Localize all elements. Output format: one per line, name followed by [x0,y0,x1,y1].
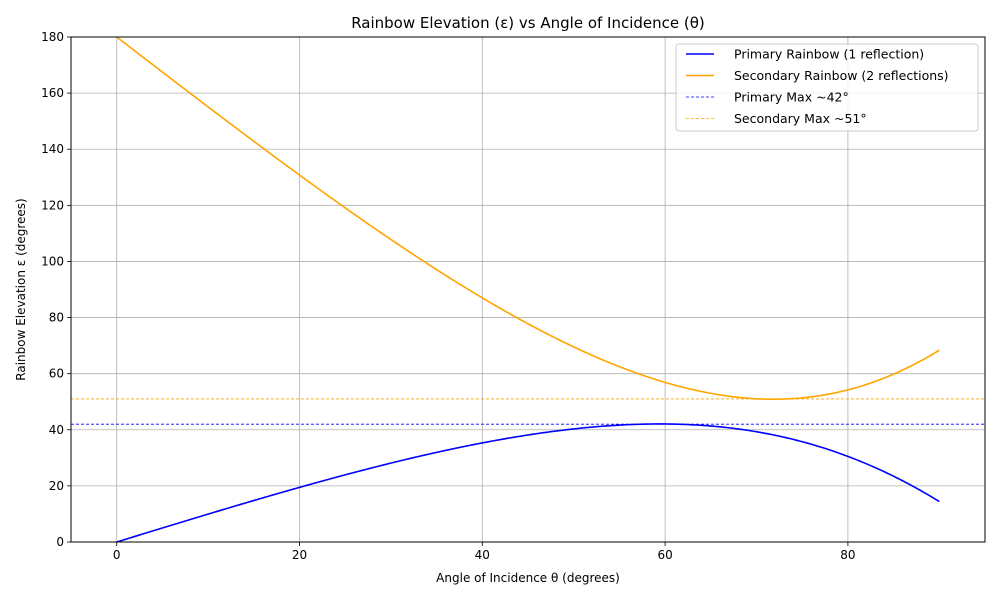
y-tick-label: 100 [41,254,64,268]
plot-series [71,36,985,543]
legend-entry: Secondary Rainbow (2 reflections) [734,68,949,83]
axis-ticks: 0 20 40 60 80 0 20 40 60 80 100 120 140 160 180 [41,30,855,562]
y-tick-label: 140 [41,142,64,156]
x-tick-label: 60 [657,548,672,562]
y-tick-label: 160 [41,86,64,100]
y-axis-label: Rainbow Elevation ε (degrees) [14,198,28,380]
series-line-2 [116,36,940,401]
legend-entry: Primary Max ~42° [734,90,849,105]
y-tick-label: 120 [41,198,64,212]
y-tick-label: 40 [49,423,64,437]
series-line-1 [116,423,940,543]
legend-entry: Primary Rainbow (1 reflection) [734,47,924,62]
plot-frame [70,36,986,543]
y-tick-label: 0 [56,535,64,549]
y-tick-label: 20 [49,479,64,493]
legend: Primary Rainbow (1 reflection) Secondary … [675,43,979,132]
chart-title: Rainbow Elevation (ε) vs Angle of Incide… [351,14,705,32]
x-axis-label: Angle of Incidence θ (degrees) [436,571,620,585]
y-tick-label: 180 [41,30,64,44]
x-tick-label: 20 [292,548,307,562]
x-tick-label: 80 [840,548,855,562]
y-tick-label: 60 [49,367,64,381]
legend-entry: Secondary Max ~51° [734,111,867,126]
x-tick-label: 40 [475,548,490,562]
legend-box [675,43,979,132]
x-tick-label: 0 [113,548,121,562]
y-tick-label: 80 [49,311,64,325]
